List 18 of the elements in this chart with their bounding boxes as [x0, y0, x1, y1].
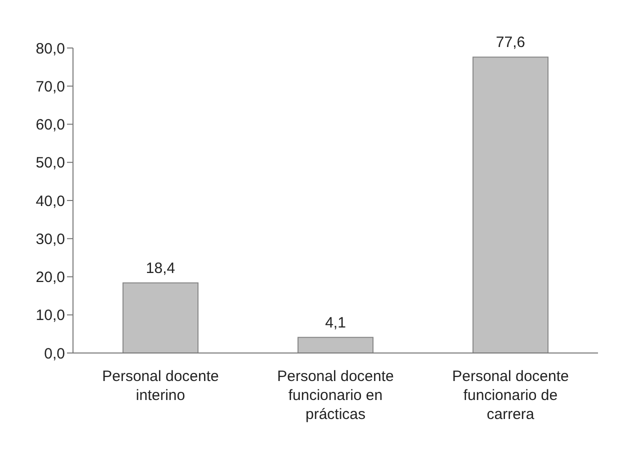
bar — [122, 282, 198, 353]
y-tick-label: 50,0 — [36, 154, 65, 172]
x-tick-label: Personal docente funcionario en prácticas — [277, 368, 394, 423]
y-tick-label: 80,0 — [36, 40, 65, 58]
bar — [472, 56, 548, 353]
data-label: 18,4 — [146, 260, 176, 277]
bar — [298, 336, 374, 353]
y-tick-label: 30,0 — [36, 230, 65, 248]
y-tick-label: 20,0 — [36, 269, 65, 286]
x-tick-label: Personal docente funcionario de carrera — [452, 368, 569, 423]
y-tick-label: 10,0 — [36, 307, 65, 324]
x-tick-label: Personal docente interino — [102, 368, 219, 404]
data-label: 77,6 — [496, 34, 526, 52]
y-tick-label: 60,0 — [36, 116, 65, 134]
y-tick-label: 0,0 — [44, 345, 65, 362]
y-tick-label: 40,0 — [36, 192, 65, 210]
data-label: 4,1 — [325, 314, 346, 332]
y-tick-label: 70,0 — [36, 78, 65, 96]
